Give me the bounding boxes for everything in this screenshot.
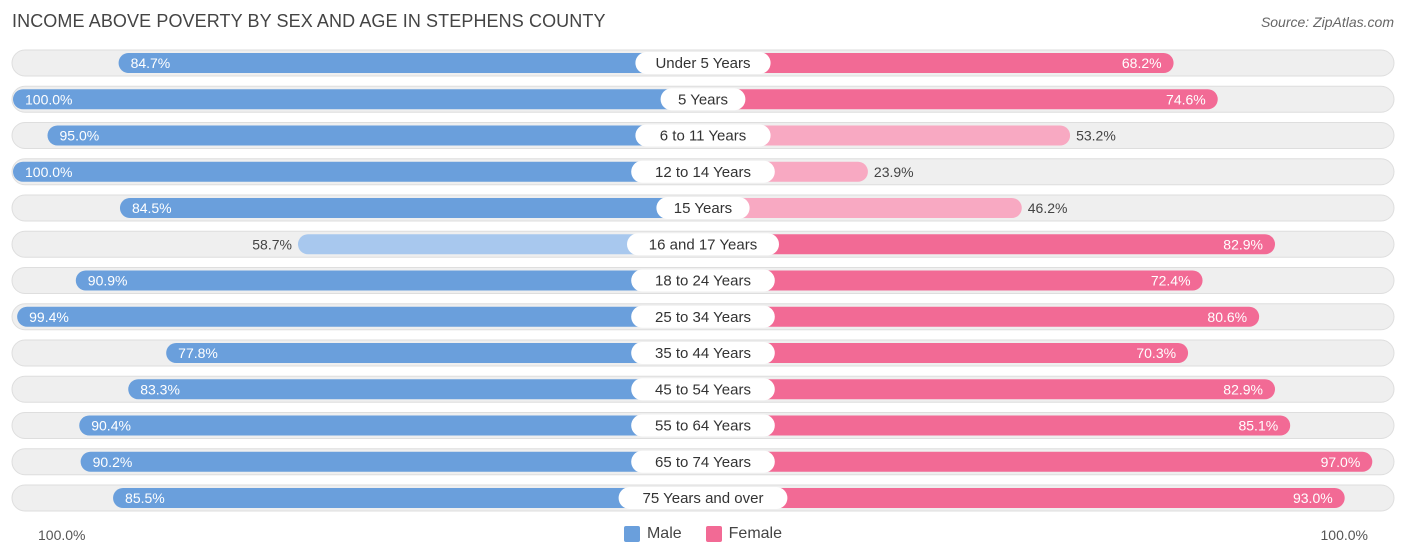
male-value-label: 90.2%	[93, 454, 133, 470]
chart-title: INCOME ABOVE POVERTY BY SEX AND AGE IN S…	[12, 11, 606, 31]
female-value-label: 70.3%	[1136, 345, 1176, 361]
axis-right-label: 100.0%	[1320, 527, 1368, 543]
female-bar	[703, 234, 1276, 255]
female-bar	[703, 451, 1373, 472]
category-pill	[631, 160, 775, 183]
legend-item-male: Male	[623, 525, 682, 543]
legend-swatch-female	[705, 526, 722, 542]
legend-item-female: Female	[705, 525, 783, 543]
female-bar	[703, 89, 1218, 110]
male-bar	[128, 379, 704, 400]
category-pill	[627, 233, 779, 256]
category-label: 6 to 11 Years	[660, 128, 746, 145]
legend-label-male: Male	[646, 525, 682, 542]
male-value-label: 100.0%	[25, 164, 72, 180]
male-value-label: 99.4%	[29, 309, 69, 325]
male-value-label: 90.9%	[88, 273, 128, 289]
male-bar	[113, 488, 704, 508]
category-label: 55 to 64 Years	[655, 418, 751, 435]
category-label: 16 and 17 Years	[649, 236, 757, 253]
female-value-label: 53.2%	[1076, 128, 1116, 144]
male-value-label: 100.0%	[25, 91, 72, 107]
male-bar	[17, 306, 703, 327]
male-bar	[80, 451, 704, 472]
female-value-label: 93.0%	[1293, 490, 1333, 506]
category-pill	[618, 487, 788, 509]
category-label: 15 Years	[674, 200, 732, 217]
male-bar	[119, 198, 703, 218]
category-pill	[631, 342, 775, 364]
male-bar	[166, 343, 703, 363]
female-value-label: 85.1%	[1238, 418, 1278, 434]
male-bar	[79, 415, 704, 436]
category-label: 18 to 24 Years	[655, 273, 751, 290]
male-value-label: 84.5%	[132, 200, 172, 216]
male-bar	[75, 270, 704, 291]
female-bar	[703, 415, 1291, 436]
legend-swatch-male	[623, 526, 640, 542]
category-label: 75 Years and over	[643, 490, 764, 507]
category-pill	[631, 269, 775, 292]
category-pill	[631, 305, 775, 328]
female-value-label: 68.2%	[1122, 55, 1162, 71]
category-pill	[635, 52, 771, 74]
male-value-label: 83.3%	[140, 381, 180, 397]
male-value-label: 95.0%	[60, 128, 100, 144]
female-value-label: 82.9%	[1223, 381, 1263, 397]
legend: Male Female	[0, 525, 1406, 543]
male-value-label: 58.7%	[252, 236, 292, 252]
male-bar	[13, 89, 703, 110]
male-bar	[118, 53, 703, 73]
female-bar	[703, 343, 1189, 363]
chart-area: Under 5 Years 84.7% 68.2% 5 Years 100.0% 74.6…	[11, 49, 1395, 512]
female-value-label: 23.9%	[874, 164, 914, 180]
source-label: Source: ZipAtlas.com	[1260, 14, 1394, 30]
category-label: 12 to 14 Years	[655, 164, 751, 181]
category-pill	[631, 378, 775, 401]
female-value-label: 82.9%	[1223, 236, 1263, 252]
female-bar	[703, 270, 1203, 291]
category-pill	[660, 88, 746, 111]
female-bar	[703, 198, 1022, 218]
category-label: Under 5 Years	[655, 55, 750, 72]
male-value-label: 77.8%	[178, 345, 218, 361]
male-value-label: 90.4%	[91, 418, 131, 434]
axis-left-label: 100.0%	[38, 527, 86, 543]
category-pill	[635, 124, 771, 147]
female-value-label: 74.6%	[1166, 91, 1206, 107]
male-bar	[47, 125, 703, 146]
female-bar	[703, 488, 1345, 508]
female-value-label: 72.4%	[1151, 273, 1191, 289]
category-label: 35 to 44 Years	[655, 345, 751, 362]
category-label: 65 to 74 Years	[655, 454, 751, 471]
legend-label-female: Female	[728, 525, 783, 542]
female-bar	[703, 53, 1174, 73]
female-value-label: 80.6%	[1207, 309, 1247, 325]
category-label: 25 to 34 Years	[655, 309, 751, 326]
category-pill	[631, 450, 775, 473]
male-bar	[297, 234, 703, 255]
category-pill	[656, 197, 750, 219]
female-bar	[703, 306, 1260, 327]
female-bar	[703, 379, 1276, 400]
female-value-label: 97.0%	[1321, 454, 1361, 470]
male-value-label: 85.5%	[125, 490, 165, 506]
female-value-label: 46.2%	[1028, 200, 1068, 216]
category-label: 5 Years	[678, 91, 728, 108]
male-value-label: 84.7%	[131, 55, 171, 71]
male-bar	[13, 161, 703, 182]
female-bar	[703, 125, 1071, 146]
category-label: 45 to 54 Years	[655, 381, 751, 398]
category-pill	[631, 414, 775, 437]
